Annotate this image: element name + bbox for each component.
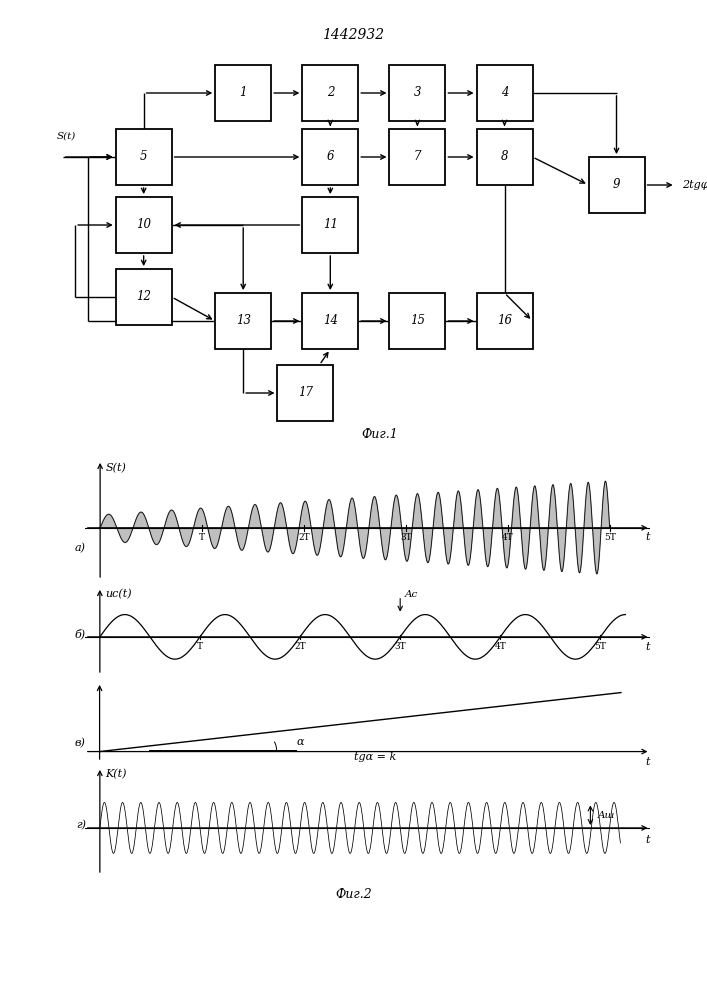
Text: 1442932: 1442932 xyxy=(322,28,385,42)
Text: 2T: 2T xyxy=(298,533,310,542)
Text: 4T: 4T xyxy=(502,533,514,542)
Text: 10: 10 xyxy=(136,218,151,231)
Text: 17: 17 xyxy=(298,386,313,399)
Bar xyxy=(116,129,172,185)
Text: α: α xyxy=(296,737,304,747)
Text: в): в) xyxy=(75,738,86,748)
Text: 2tgφ: 2tgφ xyxy=(682,180,707,190)
Text: а): а) xyxy=(75,543,86,553)
Text: 2: 2 xyxy=(327,86,334,99)
Bar xyxy=(477,129,532,185)
Text: 5T: 5T xyxy=(604,533,616,542)
Text: 6: 6 xyxy=(327,150,334,163)
Bar xyxy=(215,65,271,121)
Text: t: t xyxy=(645,532,650,542)
Bar xyxy=(277,365,334,421)
Text: T: T xyxy=(197,642,203,651)
Bar xyxy=(116,269,172,325)
Text: 15: 15 xyxy=(410,314,425,328)
Bar xyxy=(303,129,358,185)
Bar xyxy=(588,157,645,213)
Text: Фиг.2: Фиг.2 xyxy=(335,888,372,901)
Text: 16: 16 xyxy=(497,314,512,328)
Text: t: t xyxy=(645,757,650,767)
Text: б): б) xyxy=(75,628,86,639)
Text: 3T: 3T xyxy=(400,533,411,542)
Bar xyxy=(477,65,532,121)
Text: t: t xyxy=(645,642,650,652)
Text: Фиг.1: Фиг.1 xyxy=(362,428,399,441)
Text: tgα = k: tgα = k xyxy=(354,752,396,762)
Bar xyxy=(303,197,358,253)
Text: Ac: Ac xyxy=(405,590,419,599)
Text: K(t): K(t) xyxy=(105,769,127,780)
Text: 4T: 4T xyxy=(494,642,506,651)
Text: 11: 11 xyxy=(323,218,338,231)
Bar xyxy=(390,65,445,121)
Bar xyxy=(477,293,532,349)
Text: 3T: 3T xyxy=(395,642,406,651)
Text: 4: 4 xyxy=(501,86,508,99)
Text: 7: 7 xyxy=(414,150,421,163)
Text: Aш: Aш xyxy=(597,811,615,820)
Text: T: T xyxy=(199,533,205,542)
Bar xyxy=(390,129,445,185)
Text: 12: 12 xyxy=(136,290,151,304)
Bar xyxy=(116,197,172,253)
Text: 8: 8 xyxy=(501,150,508,163)
Text: 5: 5 xyxy=(140,150,148,163)
Bar xyxy=(303,293,358,349)
Text: 3: 3 xyxy=(414,86,421,99)
Text: 9: 9 xyxy=(613,178,620,192)
Bar xyxy=(303,65,358,121)
Text: t: t xyxy=(645,835,650,845)
Text: 14: 14 xyxy=(323,314,338,328)
Text: S(t): S(t) xyxy=(105,463,126,473)
Bar xyxy=(215,293,271,349)
Text: 5T: 5T xyxy=(595,642,607,651)
Text: uc(t): uc(t) xyxy=(105,589,132,599)
Text: 2T: 2T xyxy=(294,642,306,651)
Text: S(t): S(t) xyxy=(57,132,76,141)
Text: 13: 13 xyxy=(235,314,251,328)
Text: 1: 1 xyxy=(240,86,247,99)
Text: г): г) xyxy=(76,820,86,830)
Bar xyxy=(390,293,445,349)
